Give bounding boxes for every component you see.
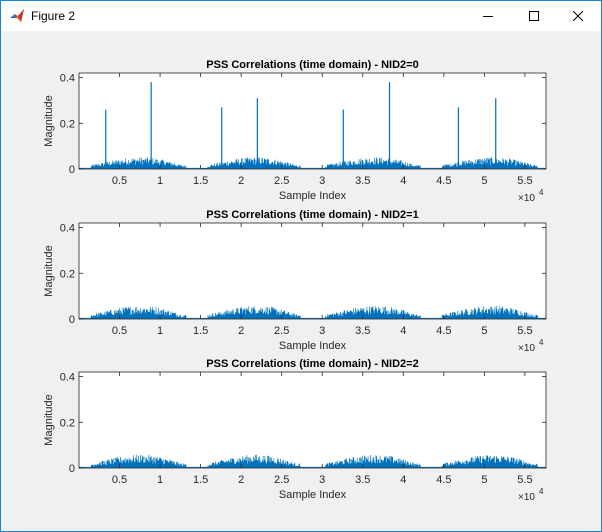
x-tick-label: 4.5 <box>436 175 451 187</box>
signal-burst-2 <box>207 157 301 169</box>
matlab-icon <box>10 9 24 22</box>
x-tick-label: 4 <box>400 325 406 337</box>
x-tick-label: 2.5 <box>274 175 289 187</box>
subplot-1: 0.5 1 1.5 2 2.5 3 3.5 4 4.5 5 5.5 0 0.2 0.4 PSS Correl… <box>43 59 547 204</box>
x-tick-label: 3.5 <box>355 325 370 337</box>
y-axis-label: Magnitude <box>43 245 55 296</box>
y-axis-label: Magnitude <box>43 95 55 146</box>
x-axis-label: Sample Index <box>279 190 347 202</box>
y-tick-label: 0.2 <box>60 118 75 130</box>
signal-burst-1 <box>90 157 187 169</box>
axes-background <box>79 223 546 319</box>
minimize-icon <box>483 16 493 17</box>
x-exponent-value: 4 <box>539 188 544 197</box>
x-tick-label: 3 <box>319 325 325 337</box>
y-tick-label: 0.4 <box>60 73 75 85</box>
x-tick-label: 5.5 <box>517 474 532 486</box>
x-tick-label: 2 <box>238 325 244 337</box>
x-tick-label: 4 <box>400 474 406 486</box>
y-tick-label: 0.4 <box>60 372 75 384</box>
subplot-3: 0.5 1 1.5 2 2.5 3 3.5 4 4.5 5 5.5 0 0.2 0.4 PSS Correl… <box>43 358 547 503</box>
x-exponent-label: ×10 <box>518 492 535 503</box>
x-tick-label: 1.5 <box>193 325 208 337</box>
signal-burst-4 <box>441 157 538 169</box>
x-tick-label: 3 <box>319 175 325 187</box>
x-tick-label: 0.5 <box>112 325 127 337</box>
signal-burst-1 <box>90 306 187 319</box>
window-title: Figure 2 <box>31 9 76 23</box>
close-icon <box>573 11 583 21</box>
x-tick-label: 0.5 <box>112 474 127 486</box>
x-exponent-label: ×10 <box>518 193 535 204</box>
x-tick-label: 2.5 <box>274 325 289 337</box>
x-axis-label: Sample Index <box>279 489 347 501</box>
chart-title: PSS Correlations (time domain) - NID2=0 <box>206 59 418 71</box>
signal-burst-4 <box>441 306 538 319</box>
maximize-icon <box>529 11 539 21</box>
x-tick-label: 5 <box>481 175 487 187</box>
signal-burst-2 <box>207 455 301 468</box>
x-tick-label: 5.5 <box>517 175 532 187</box>
title-bar[interactable]: Figure 2 <box>1 1 601 31</box>
axes-box <box>78 72 547 170</box>
x-tick-label: 1 <box>157 325 163 337</box>
x-exponent-label: ×10 <box>518 343 535 354</box>
x-tick-label: 2.5 <box>274 474 289 486</box>
x-exponent-value: 4 <box>539 338 544 347</box>
close-button[interactable] <box>555 1 601 31</box>
x-tick-label: 4.5 <box>436 474 451 486</box>
x-tick-label: 1.5 <box>193 474 208 486</box>
subplot-2: 0.5 1 1.5 2 2.5 3 3.5 4 4.5 5 5.5 0 0.2 0.4 PSS Correl… <box>43 209 547 354</box>
y-tick-label: 0.2 <box>60 417 75 429</box>
maximize-button[interactable] <box>511 1 557 31</box>
x-tick-label: 4 <box>400 175 406 187</box>
x-tick-label: 5 <box>481 325 487 337</box>
x-tick-label: 1.5 <box>193 175 208 187</box>
x-axis-label: Sample Index <box>279 340 347 352</box>
minimize-button[interactable] <box>465 1 511 31</box>
axes-background <box>79 372 546 468</box>
figure-canvas: 0.5 1 1.5 2 2.5 3 3.5 4 4.5 5 5.5 0 0.2 0.4 PSS Correl… <box>43 59 547 503</box>
x-tick-label: 2 <box>238 175 244 187</box>
x-exponent-value: 4 <box>539 487 544 496</box>
x-tick-label: 5.5 <box>517 325 532 337</box>
signal-burst-1 <box>90 454 187 468</box>
x-tick-label: 1 <box>157 175 163 187</box>
x-tick-label: 4.5 <box>436 325 451 337</box>
chart-title: PSS Correlations (time domain) - NID2=1 <box>206 209 418 221</box>
y-axis-label: Magnitude <box>43 394 55 445</box>
chart-title: PSS Correlations (time domain) - NID2=2 <box>206 358 418 370</box>
signal-burst-4 <box>441 455 538 468</box>
signal-burst-3 <box>325 455 421 468</box>
x-tick-label: 2 <box>238 474 244 486</box>
x-tick-label: 3.5 <box>355 474 370 486</box>
axes-box <box>78 371 547 469</box>
x-tick-label: 1 <box>157 474 163 486</box>
y-tick-label: 0.2 <box>60 268 75 280</box>
y-tick-label: 0.4 <box>60 223 75 235</box>
signal-burst-2 <box>207 306 301 319</box>
y-tick-label: 0 <box>69 314 75 326</box>
y-tick-label: 0 <box>69 164 75 176</box>
x-tick-label: 0.5 <box>112 175 127 187</box>
axes-background <box>79 73 546 169</box>
axes-box <box>78 222 547 320</box>
x-tick-label: 3.5 <box>355 175 370 187</box>
signal-burst-3 <box>325 306 421 319</box>
x-tick-label: 3 <box>319 474 325 486</box>
y-tick-label: 0 <box>69 463 75 475</box>
x-tick-label: 5 <box>481 474 487 486</box>
